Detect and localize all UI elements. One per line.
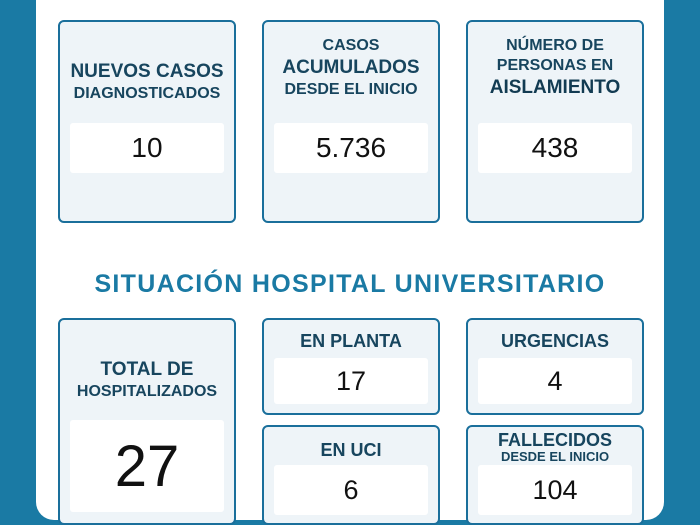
new-cases-label-2: DIAGNOSTICADOS [73,84,221,102]
accumulated-label-2: ACUMULADOS [282,57,420,78]
accumulated-label-3: DESDE EL INICIO [284,80,418,98]
isolation-card: NÚMERO DE PERSONAS EN AISLAMIENTO 438 [466,20,644,223]
isolation-label-2: PERSONAS EN [496,57,614,74]
total-hospitalized-label-2: HOSPITALIZADOS [76,382,218,400]
total-hospitalized-label-1: TOTAL DE [100,359,194,380]
icu-label: EN UCI [320,440,382,460]
emergency-value: 4 [478,358,632,404]
ward-value: 17 [274,358,428,404]
accumulated-label-1: CASOS [322,37,380,54]
new-cases-label-1: NUEVOS CASOS [70,61,224,82]
icu-value: 6 [274,465,428,515]
emergency-card: URGENCIAS 4 [466,318,644,415]
deceased-label-2: DESDE EL INICIO [500,448,610,464]
ward-card: EN PLANTA 17 [262,318,440,415]
ward-label: EN PLANTA [300,331,402,351]
deceased-value: 104 [478,465,632,515]
accumulated-cases-value: 5.736 [274,123,428,173]
isolation-value: 438 [478,123,632,173]
icu-card: EN UCI 6 [262,425,440,525]
isolation-label-3: AISLAMIENTO [489,77,621,98]
emergency-label: URGENCIAS [500,331,609,351]
new-cases-card: NUEVOS CASOS DIAGNOSTICADOS 10 [58,20,236,223]
section-title: SITUACIÓN HOSPITAL UNIVERSITARIO [94,270,606,298]
total-hospitalized-card: TOTAL DE HOSPITALIZADOS 27 [58,318,236,525]
new-cases-value: 10 [70,123,224,173]
isolation-label-1: NÚMERO DE [506,37,604,54]
deceased-card: FALLECIDOS DESDE EL INICIO 104 [466,425,644,525]
accumulated-cases-card: CASOS ACUMULADOS DESDE EL INICIO 5.736 [262,20,440,223]
deceased-label-1: FALLECIDOS [497,430,612,450]
total-hospitalized-value: 27 [70,420,224,512]
